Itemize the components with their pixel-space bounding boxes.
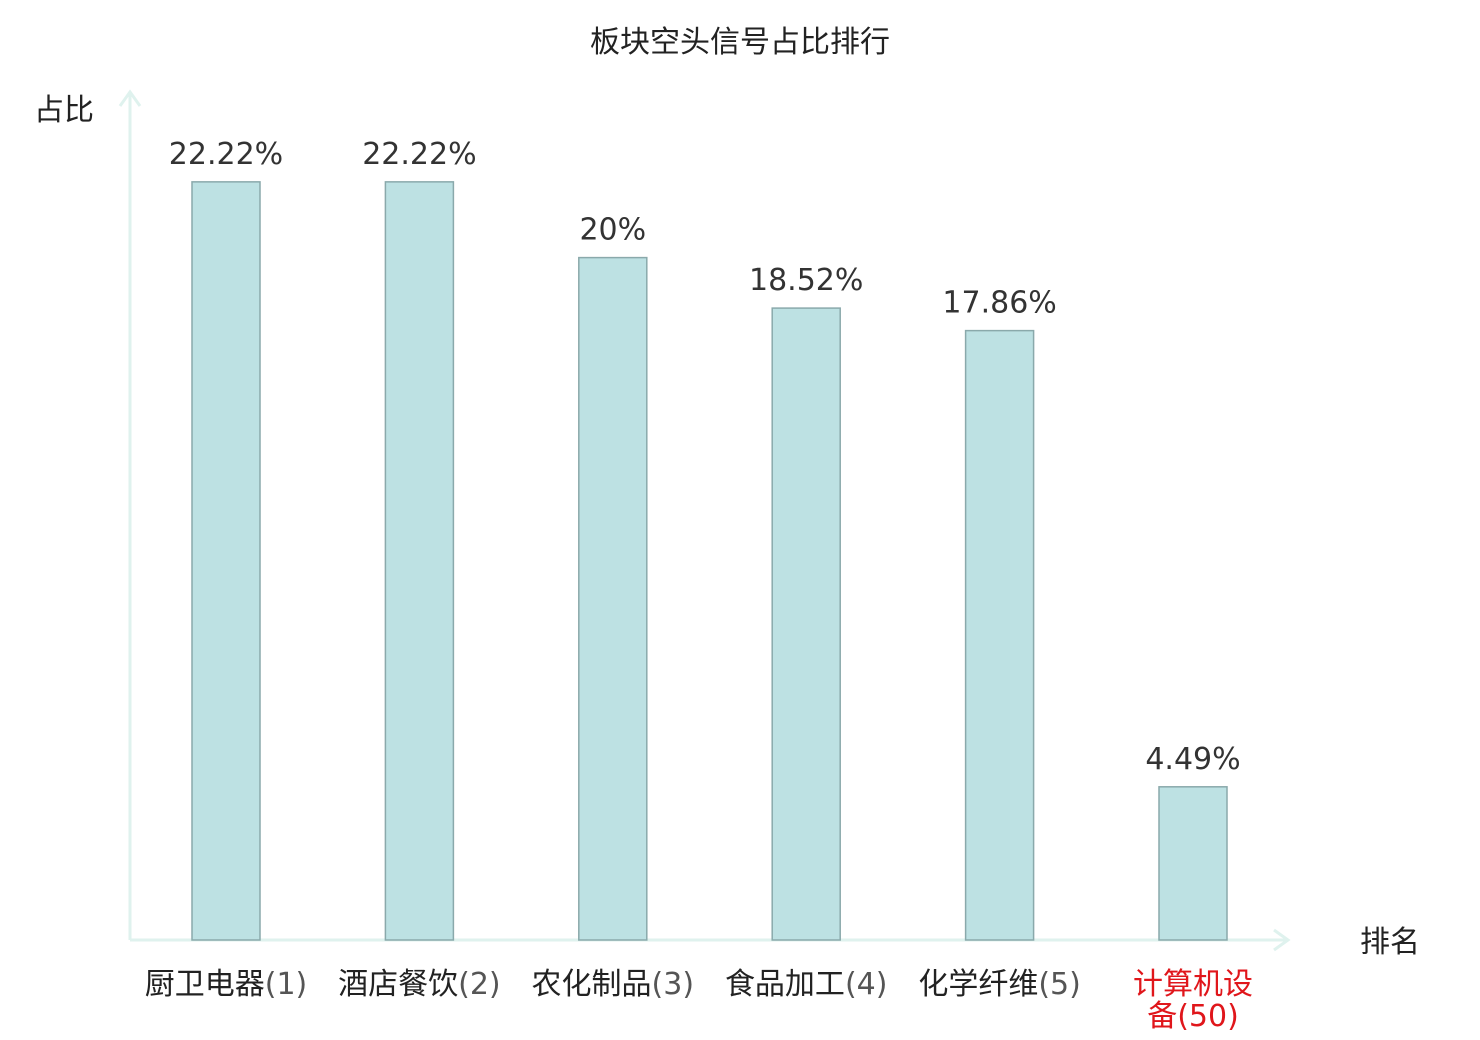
bar-value-label: 20% [579,213,646,248]
bar-value-label: 18.52% [749,263,863,298]
category-label: 食品加工(4) [725,967,888,1002]
category-label: 农化制品(3) [532,967,695,1002]
category-label-continued: 备(50) [1147,999,1239,1034]
bar-value-label: 17.86% [942,286,1056,321]
bar [964,329,1035,941]
bar [384,181,455,941]
category-label: 化学纤维(5) [918,967,1081,1002]
y-axis-arrow [118,89,142,107]
category-label: 计算机设 [1133,967,1253,1002]
category-labels-group: 厨卫电器(1) 酒店餐饮(2) 农化制品(3) 食品加工(4) 化学纤维(5) 计算机设备… [145,967,1253,1034]
category-label: 酒店餐饮(2) [338,967,501,1002]
bar-value-label: 4.49% [1145,742,1240,777]
bar-value-label: 22.22% [362,137,476,172]
y-axis-label: 占比 [34,93,94,128]
bar [771,307,841,941]
x-axis-arrow [1273,928,1291,952]
bars-group [191,181,1228,941]
bar [1158,786,1228,941]
value-labels-group: 22.22% 22.22% 20% 18.52% 17.86% 4.49% [169,137,1241,777]
category-label: 厨卫电器(1) [145,967,308,1002]
bar [191,181,261,941]
x-axis-label: 排名 [1360,925,1420,960]
bar [578,256,648,941]
chart-title: 板块空头信号占比排行 [590,25,890,60]
bar-value-label: 22.22% [169,137,283,172]
